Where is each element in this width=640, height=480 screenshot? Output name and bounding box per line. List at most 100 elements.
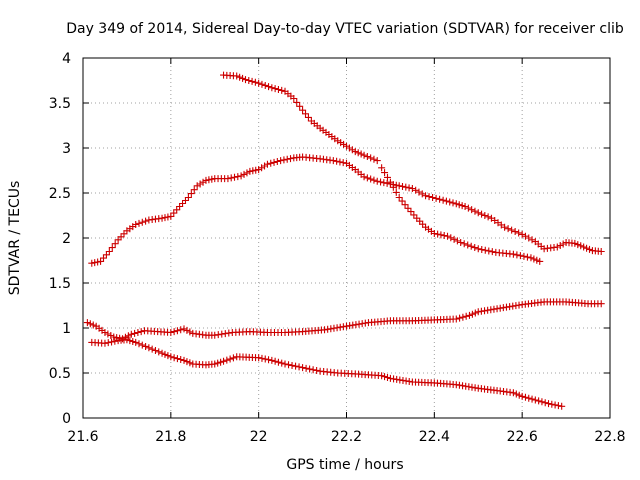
data-point [404, 204, 412, 212]
data-point [274, 358, 282, 366]
data-point [164, 213, 172, 221]
series-series-b [88, 153, 605, 267]
data-point [508, 226, 516, 234]
data-point [309, 366, 317, 374]
data-point [220, 357, 228, 365]
data-point [461, 203, 469, 210]
series-series-c [83, 298, 605, 343]
data-point [333, 157, 341, 165]
data-point [525, 394, 533, 402]
data-point [161, 350, 169, 358]
chart-title: Day 349 of 2014, Sidereal Day-to-day VTE… [66, 21, 624, 37]
data-point [134, 329, 142, 336]
data-point [211, 360, 219, 368]
data-point [111, 337, 119, 345]
y-tick-label: 0 [62, 411, 71, 427]
y-tick-label: 1.5 [49, 276, 71, 292]
data-point [468, 206, 476, 214]
series-series-a [220, 71, 544, 265]
data-point [234, 173, 242, 181]
data-point [170, 209, 178, 217]
plot-frame [82, 57, 611, 419]
y-tick-label: 4 [62, 51, 71, 67]
data-point [119, 335, 127, 343]
data-point [129, 338, 137, 345]
data-point [176, 203, 184, 210]
data-point [273, 158, 281, 165]
data-point [478, 246, 486, 254]
data-point [439, 196, 447, 204]
data-point [485, 247, 493, 255]
data-point [447, 234, 455, 242]
data-point [457, 239, 465, 246]
data-point [268, 356, 276, 364]
data-point [513, 251, 521, 259]
data-point [464, 241, 472, 249]
data-point [458, 202, 466, 210]
data-point [151, 347, 159, 354]
data-point [267, 159, 275, 167]
data-point [405, 184, 413, 192]
data-point [455, 201, 463, 209]
data-point [205, 176, 213, 184]
data-point [288, 361, 296, 369]
data-point [363, 174, 371, 182]
data-point [453, 237, 461, 245]
data-point [241, 76, 249, 84]
data-point [239, 74, 247, 82]
data-point [164, 352, 172, 360]
data-point [481, 246, 489, 254]
data-point [181, 197, 189, 204]
data-point [471, 207, 479, 215]
y-tick-labels: 0 0.5 1 1.5 2 2.5 3 3.5 4 [49, 51, 71, 427]
data-point [142, 342, 150, 350]
data-point [528, 395, 536, 403]
data-point [553, 243, 561, 251]
data-point [395, 182, 403, 190]
data-point [520, 252, 528, 260]
data-point [265, 83, 273, 91]
y-tick-label: 3.5 [49, 96, 71, 112]
data-point [183, 326, 191, 334]
data-point [177, 356, 185, 363]
data-point [425, 193, 433, 201]
data-point [373, 157, 381, 165]
data-series [83, 71, 605, 410]
data-point [383, 374, 391, 381]
data-point [478, 210, 486, 218]
y-tick-label: 2.5 [49, 186, 71, 202]
data-point [377, 178, 385, 186]
data-point [363, 153, 371, 161]
data-point [464, 204, 472, 212]
data-point [202, 176, 210, 184]
data-point [597, 300, 605, 308]
data-point [515, 391, 523, 399]
data-point [255, 354, 263, 362]
data-point [440, 232, 448, 240]
data-point [180, 356, 188, 364]
x-tick-label: 22.2 [331, 429, 362, 445]
data-point [402, 183, 410, 191]
data-point [127, 330, 135, 338]
data-point [452, 315, 460, 323]
data-point [460, 240, 468, 248]
data-point [515, 229, 523, 237]
data-point [488, 248, 496, 256]
data-point [161, 214, 169, 222]
data-point [509, 250, 517, 258]
data-point [158, 214, 166, 222]
data-point [471, 244, 479, 252]
data-point [367, 154, 375, 162]
x-axis-label: GPS time / hours [286, 457, 403, 473]
data-point [392, 188, 400, 196]
data-point [190, 186, 198, 194]
data-point [407, 208, 415, 216]
data-point [474, 209, 482, 217]
data-point [117, 233, 125, 241]
data-point [110, 333, 118, 341]
x-tick-label: 22.8 [594, 429, 625, 445]
data-point [357, 150, 365, 158]
data-point [459, 313, 467, 321]
data-point [135, 219, 143, 227]
data-point [94, 258, 102, 266]
